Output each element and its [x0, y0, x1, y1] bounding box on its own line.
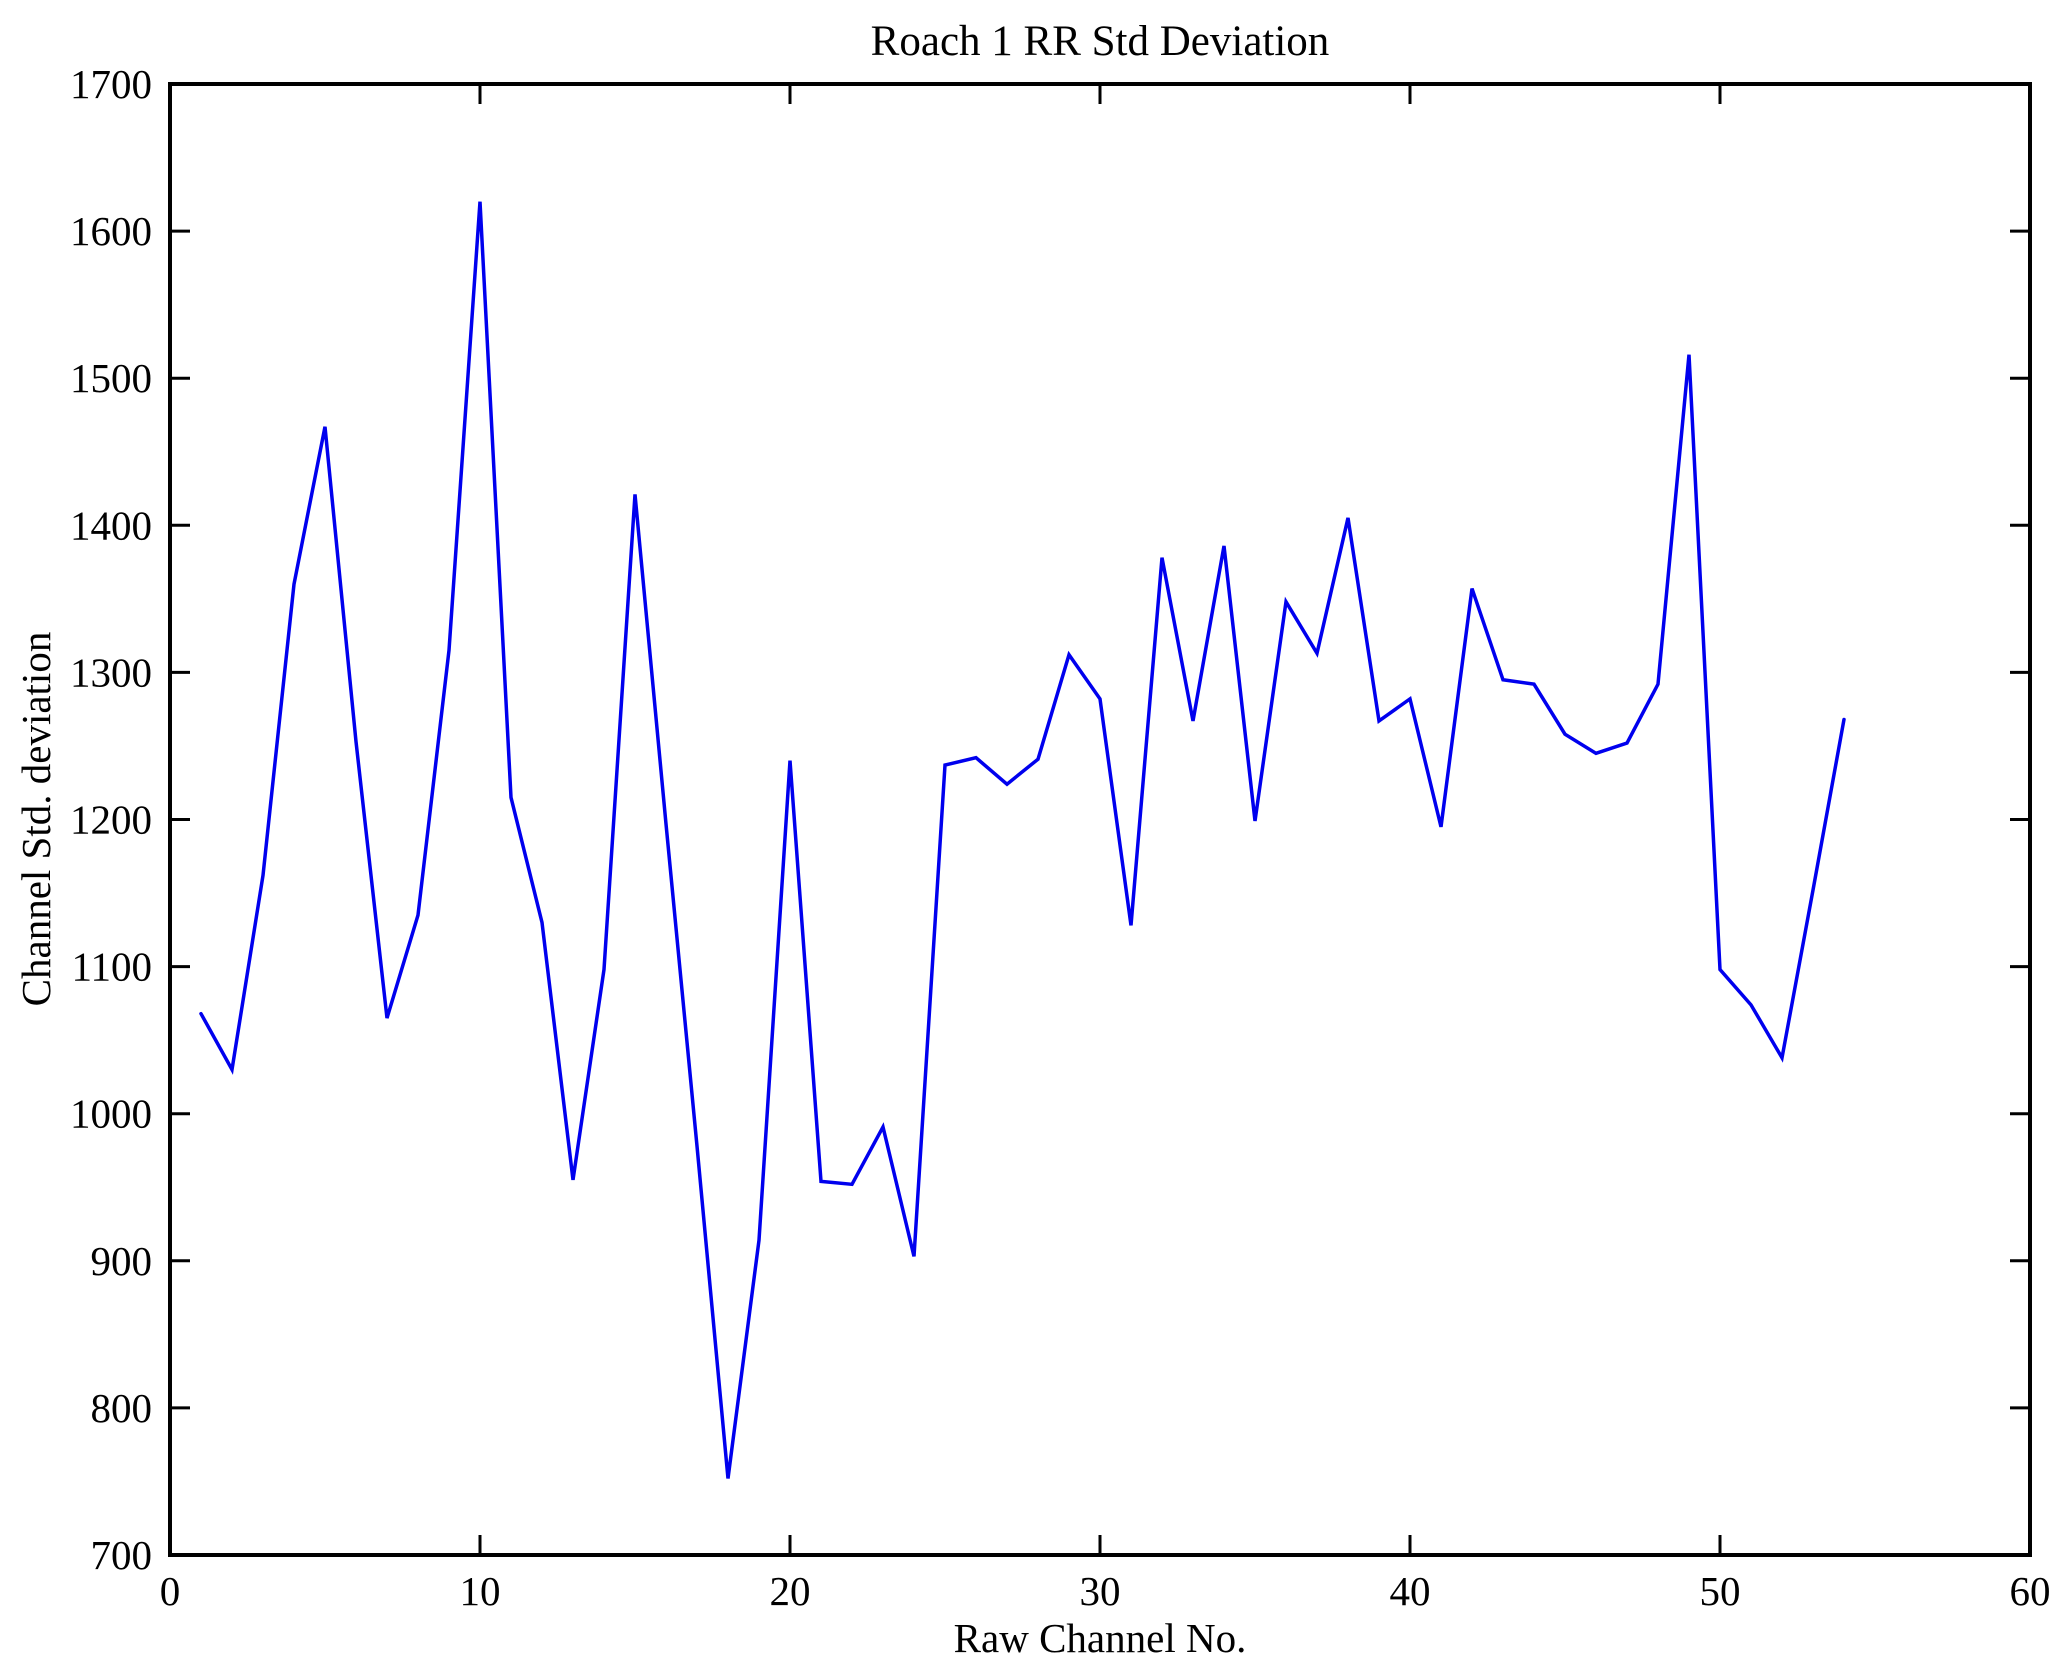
- series-line: [199, 201, 1846, 1479]
- y-tick-label: 700: [91, 1532, 153, 1578]
- data-series: [199, 201, 1846, 1479]
- x-tick-label: 20: [770, 1568, 811, 1614]
- plot-area: [170, 84, 2030, 1555]
- y-tick-label: 1100: [72, 944, 152, 990]
- y-tick-label: 1300: [70, 649, 152, 695]
- y-tick-label: 1400: [70, 502, 152, 548]
- y-tick-label: 800: [91, 1385, 153, 1431]
- y-axis-label: Channel Std. deviation: [13, 632, 59, 1007]
- y-tick-label: 1500: [70, 355, 152, 401]
- tick-labels: 0 10 20 30 40 50 60 700 800 900 1000 1100 1200 1300 14…: [70, 61, 2051, 1614]
- y-tick-label: 1000: [70, 1091, 152, 1137]
- x-tick-label: 40: [1390, 1568, 1431, 1614]
- x-tick-label: 0: [160, 1568, 181, 1614]
- axes-box: [168, 82, 2032, 1557]
- y-tick-label: 1600: [70, 208, 152, 254]
- chart-title: Roach 1 RR Std Deviation: [871, 18, 1330, 65]
- x-tick-label: 30: [1080, 1568, 1121, 1614]
- y-tick-label: 900: [91, 1238, 153, 1284]
- x-tick-label: 10: [460, 1568, 501, 1614]
- y-tick-label: 1200: [70, 797, 152, 843]
- x-axis-label: Raw Channel No.: [954, 1615, 1247, 1661]
- x-tick-label: 60: [2010, 1568, 2051, 1614]
- y-tick-label: 1700: [70, 61, 152, 107]
- x-tick-label: 50: [1700, 1568, 1741, 1614]
